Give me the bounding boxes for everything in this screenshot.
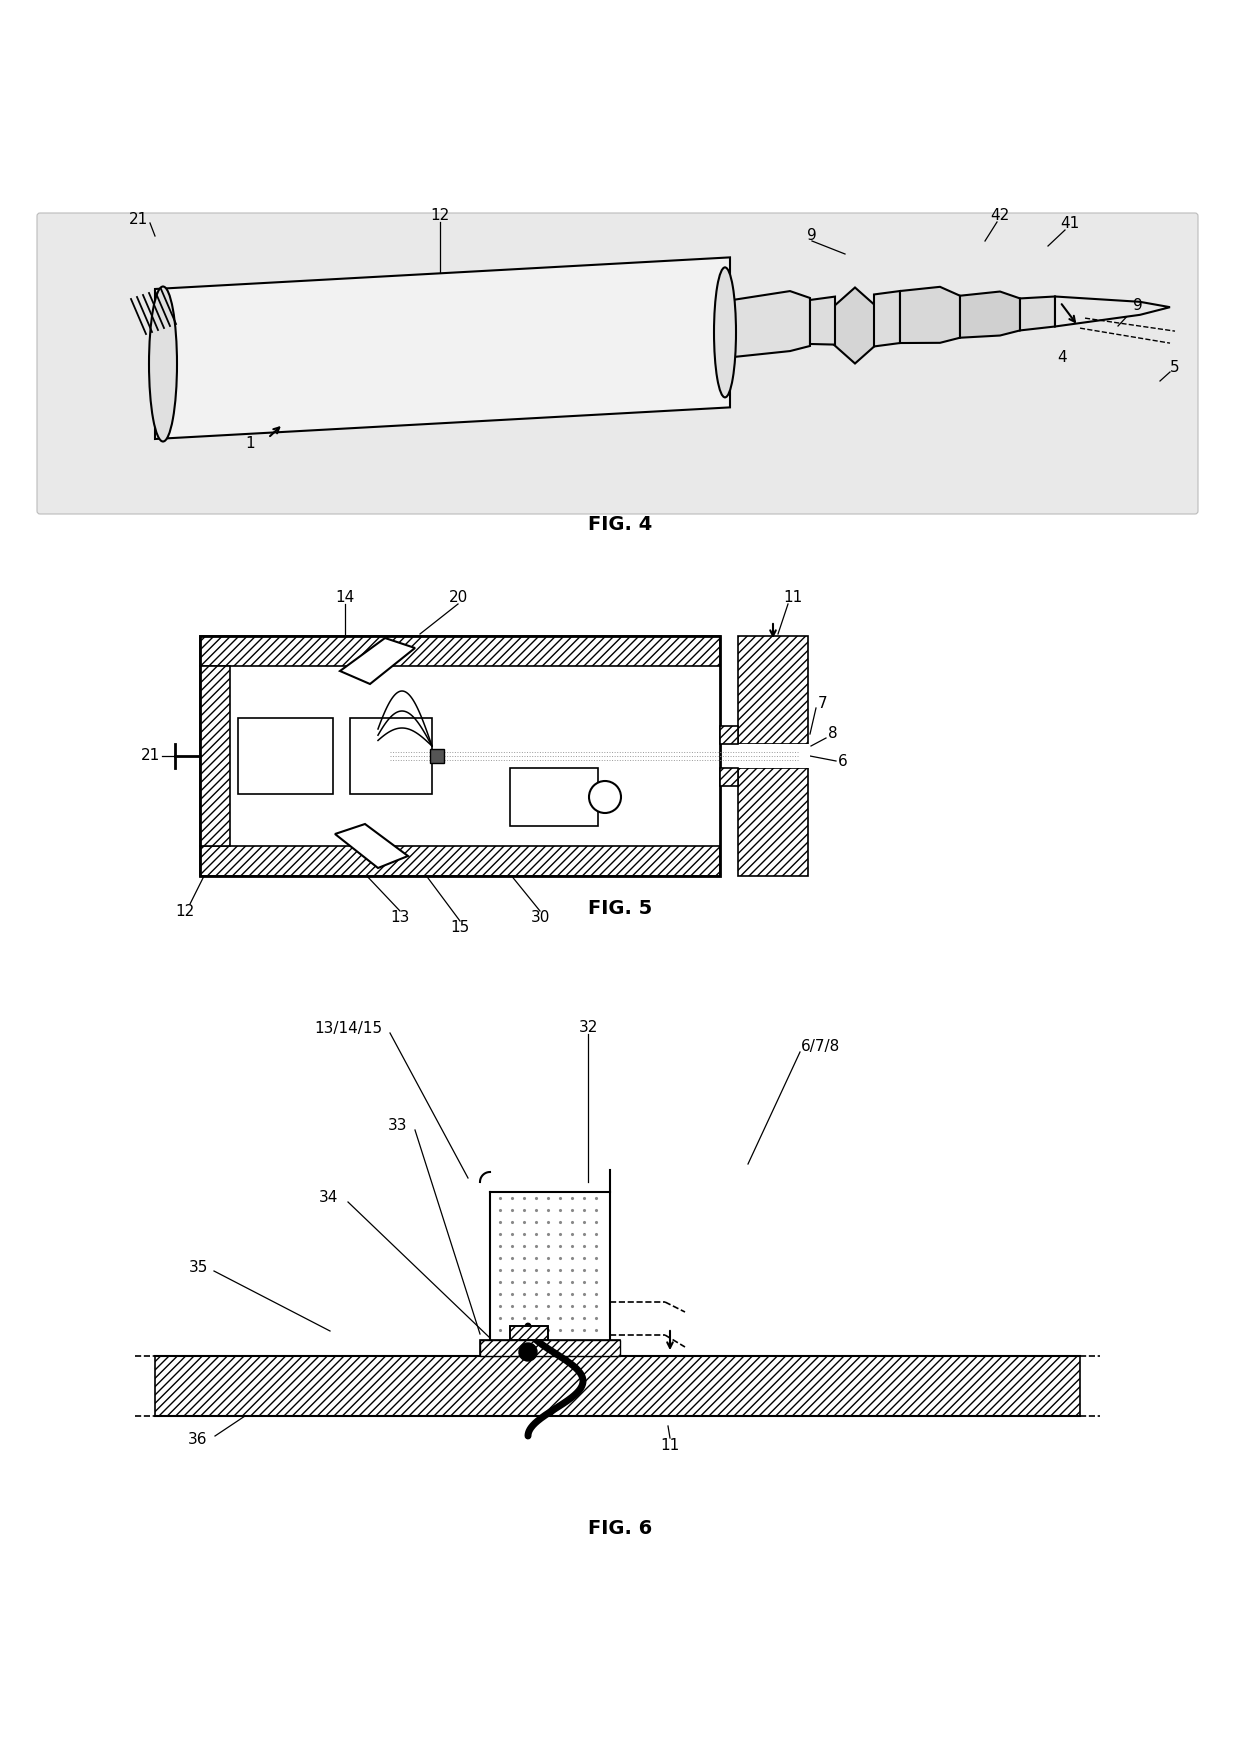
Text: 34: 34 — [319, 1191, 337, 1205]
Polygon shape — [340, 637, 415, 684]
Bar — [738, 768, 808, 876]
Bar — [200, 636, 720, 665]
Text: 19: 19 — [382, 749, 401, 763]
Text: 13/14/15: 13/14/15 — [314, 1020, 382, 1035]
Bar — [510, 1325, 548, 1339]
Text: 42: 42 — [991, 208, 1009, 223]
Polygon shape — [810, 297, 835, 344]
Text: 4: 4 — [1058, 351, 1066, 365]
Text: 21: 21 — [129, 213, 148, 227]
Text: 21: 21 — [140, 749, 160, 763]
Text: 1: 1 — [246, 436, 254, 452]
Polygon shape — [874, 292, 900, 346]
Bar — [720, 768, 738, 786]
Bar — [720, 744, 810, 768]
Text: 15: 15 — [450, 920, 470, 936]
Polygon shape — [155, 257, 730, 438]
Circle shape — [589, 780, 621, 814]
Text: 16: 16 — [277, 749, 295, 763]
Bar — [510, 768, 598, 826]
Bar — [480, 1339, 620, 1357]
Polygon shape — [1021, 297, 1055, 330]
Bar — [200, 636, 720, 876]
Text: 11: 11 — [661, 1439, 680, 1453]
Polygon shape — [335, 824, 408, 868]
Ellipse shape — [714, 267, 737, 398]
Text: 11: 11 — [784, 590, 802, 606]
Text: 6/7/8: 6/7/8 — [800, 1039, 839, 1053]
Text: 9: 9 — [1133, 299, 1143, 314]
Text: 30: 30 — [531, 910, 549, 925]
Text: 35: 35 — [188, 1261, 207, 1276]
Bar — [510, 1325, 548, 1339]
Text: 18: 18 — [370, 656, 387, 670]
Bar — [229, 665, 720, 847]
Bar — [238, 718, 334, 794]
Bar — [720, 726, 738, 744]
Ellipse shape — [149, 286, 177, 442]
Text: FIG. 6: FIG. 6 — [588, 1519, 652, 1538]
Text: FIG. 5: FIG. 5 — [588, 899, 652, 917]
Text: 14: 14 — [335, 590, 355, 606]
Text: 31: 31 — [544, 789, 564, 805]
Bar — [200, 847, 720, 876]
Text: 17: 17 — [365, 840, 382, 854]
Text: 12: 12 — [430, 208, 450, 223]
Text: FIG. 4: FIG. 4 — [588, 515, 652, 534]
Text: 9: 9 — [807, 229, 817, 243]
Polygon shape — [833, 288, 877, 363]
Text: 20: 20 — [449, 590, 467, 606]
Text: 32: 32 — [578, 1020, 598, 1035]
Bar — [200, 665, 229, 847]
Text: 7: 7 — [818, 697, 828, 712]
Polygon shape — [900, 286, 960, 342]
Bar — [155, 1357, 1080, 1416]
Polygon shape — [730, 292, 810, 358]
Bar — [492, 1194, 608, 1337]
Bar — [480, 1339, 620, 1357]
Text: 8: 8 — [828, 726, 838, 742]
Polygon shape — [960, 292, 1021, 337]
Text: 36: 36 — [188, 1432, 208, 1447]
Bar — [430, 749, 444, 763]
Text: 13: 13 — [391, 910, 409, 925]
Text: 6: 6 — [838, 754, 848, 768]
Bar — [738, 636, 808, 744]
Text: 12: 12 — [175, 903, 195, 918]
Circle shape — [520, 1343, 537, 1360]
FancyBboxPatch shape — [37, 213, 1198, 513]
Text: 41: 41 — [1060, 217, 1080, 232]
Polygon shape — [1055, 297, 1171, 327]
Bar — [350, 718, 432, 794]
Text: 33: 33 — [388, 1119, 408, 1133]
Text: 5: 5 — [1171, 360, 1179, 375]
